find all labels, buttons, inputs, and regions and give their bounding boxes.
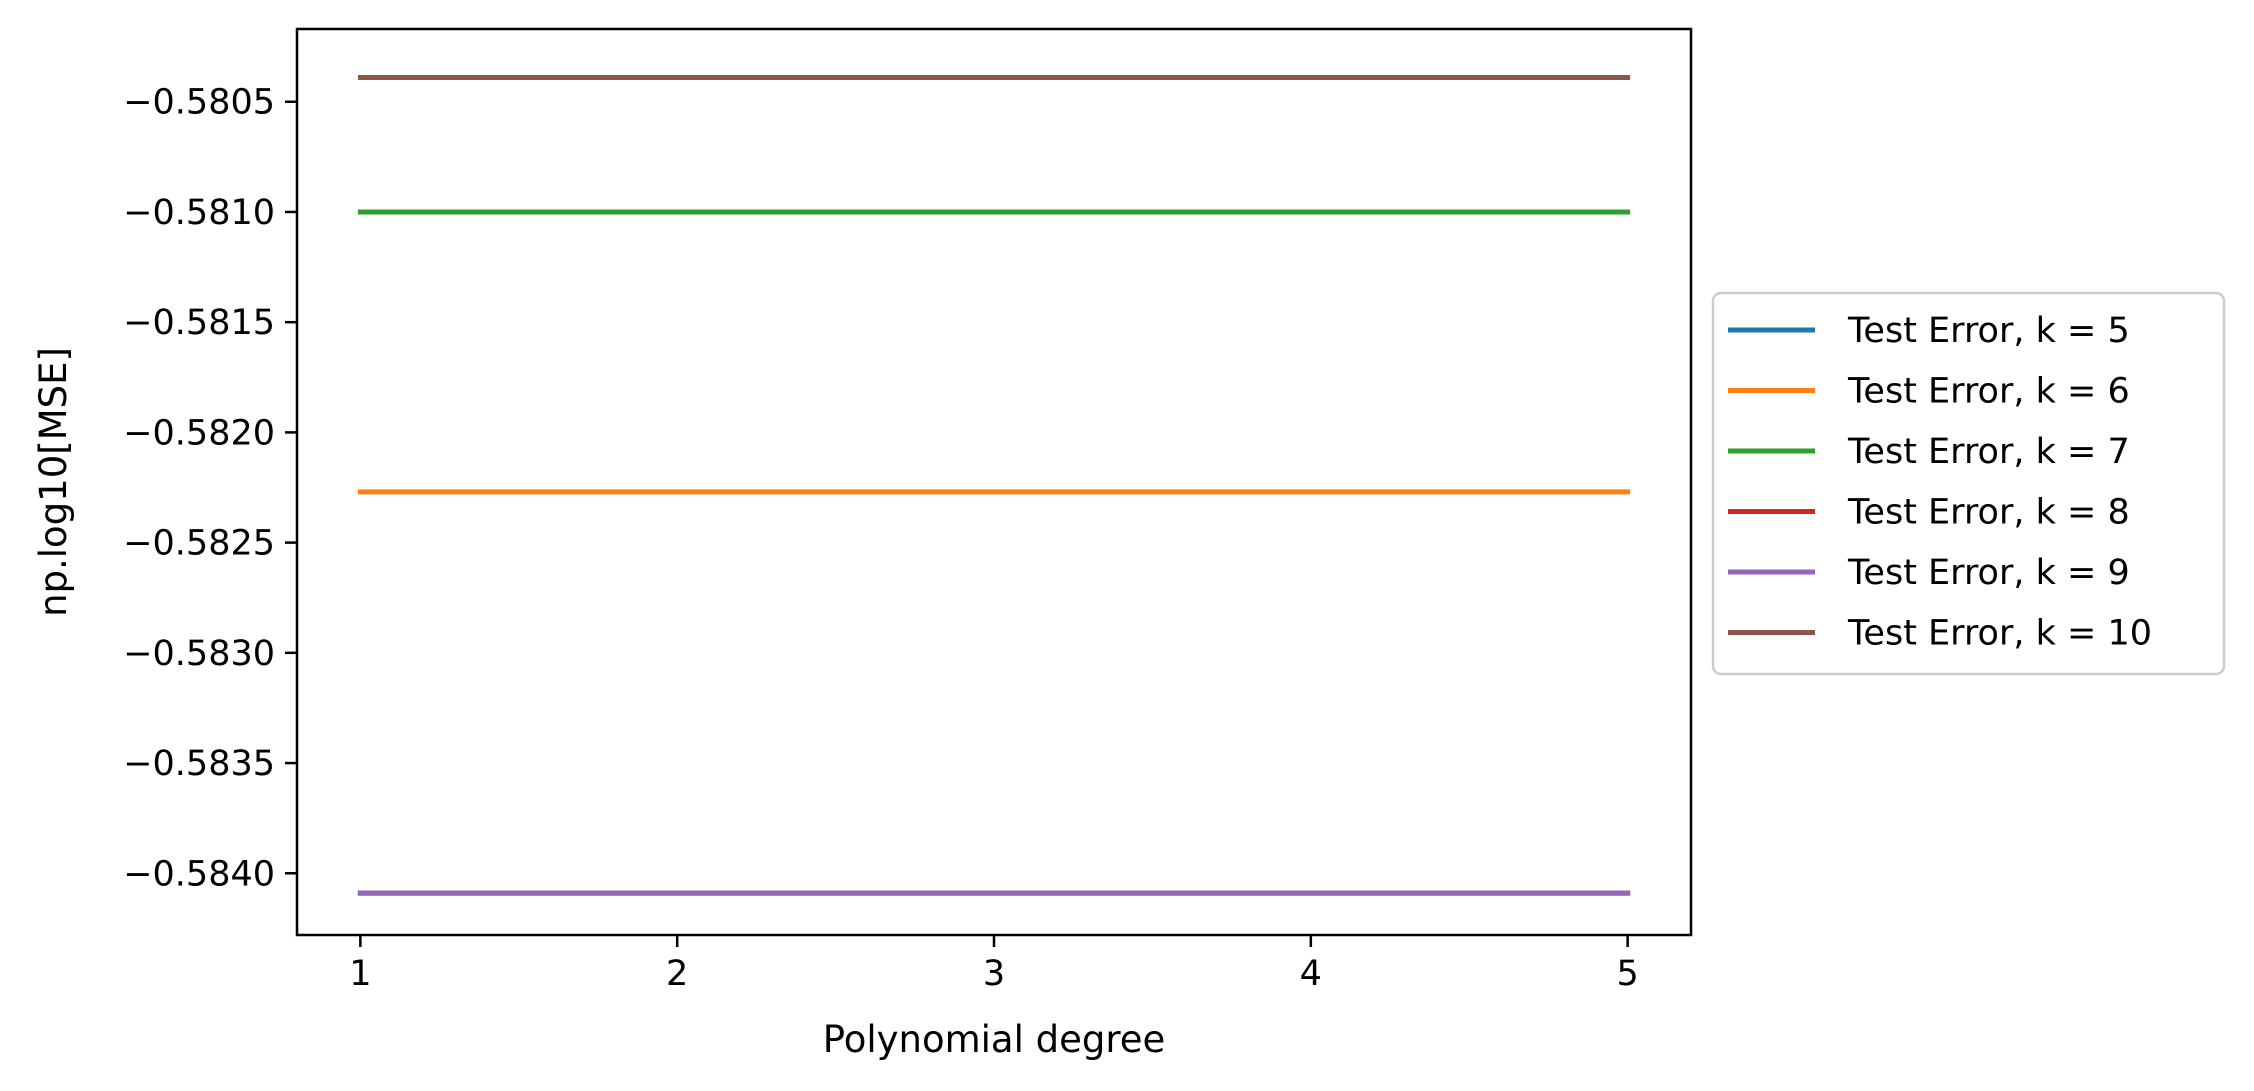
y-tick-label: −0.5820	[123, 413, 275, 453]
x-tick-label: 2	[666, 954, 688, 994]
legend-label: Test Error, k = 9	[1847, 553, 2130, 593]
y-axis-label: np.log10[MSE]	[32, 347, 75, 617]
x-tick-label: 4	[1300, 954, 1322, 994]
legend-label: Test Error, k = 5	[1847, 311, 2130, 351]
series-layer	[357, 75, 1631, 896]
y-tick-label: −0.5805	[123, 83, 275, 123]
y-axis: −0.5805 −0.5810 −0.5815 −0.5820 −0.5825 −0.58…	[123, 83, 297, 894]
y-tick-label: −0.5810	[123, 193, 275, 233]
y-tick-label: −0.5825	[123, 524, 275, 564]
legend-frame	[1711, 291, 2226, 676]
y-tick-label: −0.5815	[123, 303, 275, 343]
legend: Test Error, k = 5 Test Error, k = 6 Test E…	[1711, 291, 2226, 676]
y-tick-label: −0.5835	[123, 744, 275, 784]
legend-label: Test Error, k = 6	[1847, 372, 2130, 412]
legend-label: Test Error, k = 8	[1847, 493, 2130, 533]
x-tick-label: 5	[1616, 954, 1638, 994]
legend-label: Test Error, k = 7	[1847, 432, 2130, 472]
x-tick-label: 3	[983, 954, 1005, 994]
x-axis-label: Polynomial degree	[823, 1018, 1166, 1061]
x-axis: 1 2 3 4 5	[349, 935, 1639, 994]
x-tick-label: 1	[349, 954, 371, 994]
y-tick-label: −0.5830	[123, 634, 275, 674]
legend-label: Test Error, k = 10	[1847, 614, 2152, 654]
y-tick-label: −0.5840	[123, 854, 275, 894]
